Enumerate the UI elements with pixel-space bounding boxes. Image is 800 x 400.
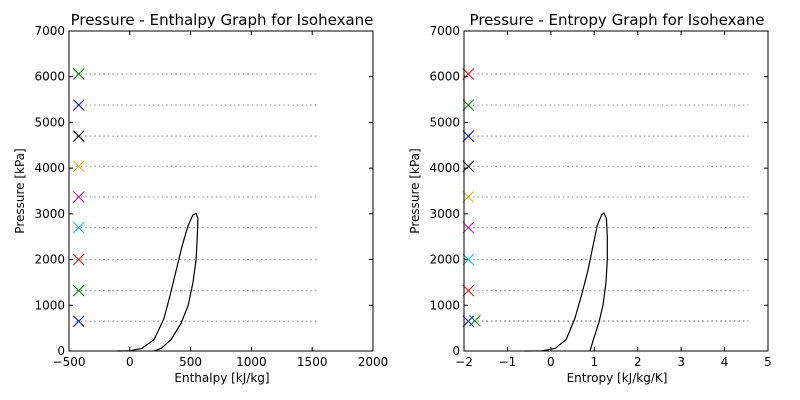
isobar-marker xyxy=(462,284,475,297)
x-tick-label: 3 xyxy=(677,355,685,369)
axes-frame xyxy=(463,30,769,352)
y-ticks: 0 1000 2000 3000 4000 5000 6000 7000 xyxy=(429,24,768,358)
x-tick-label: 4 xyxy=(721,355,729,369)
y-tick-label: 6000 xyxy=(429,70,460,84)
isobar-marker xyxy=(72,99,85,111)
isobar-marker xyxy=(72,221,85,234)
y-tick-label: 3000 xyxy=(429,207,460,221)
x-tick-label: 0 xyxy=(126,355,134,369)
x-tick-label: −2 xyxy=(455,355,473,369)
isobar-marker xyxy=(72,253,85,266)
y-tick-label: 3000 xyxy=(34,207,65,221)
isobar-marker xyxy=(462,130,475,142)
saturation-curve xyxy=(524,212,608,352)
x-tick-label: 1 xyxy=(590,355,598,369)
y-tick-label: 4000 xyxy=(429,161,460,175)
isobar-marker xyxy=(462,160,475,173)
x-axis-label: Enthalpy [kJ/kg] xyxy=(174,371,269,385)
x-tick-label: −1 xyxy=(499,355,517,369)
isobar-marker xyxy=(462,99,475,111)
chart-title: Pressure - Entropy Graph for Isohexane xyxy=(470,11,765,29)
isobar-marker xyxy=(72,160,85,173)
y-tick-label: 7000 xyxy=(34,24,65,38)
isobar-marker xyxy=(72,315,85,328)
plot-area xyxy=(462,68,749,352)
y-tick-label: 4000 xyxy=(34,161,65,175)
x-tick-label: 2000 xyxy=(358,355,389,369)
x-tick-label: 500 xyxy=(179,355,202,369)
isobar-marker xyxy=(72,191,85,203)
isobar-marker xyxy=(72,284,85,297)
y-ticks: 0 1000 2000 3000 4000 5000 6000 7000 xyxy=(34,24,373,358)
isobar-marker xyxy=(462,68,475,80)
isobar-marker xyxy=(72,68,85,80)
plot-area xyxy=(72,68,318,352)
y-axis-label: Pressure [kPa] xyxy=(13,148,27,233)
y-tick-label: 1000 xyxy=(429,298,460,312)
isobar-marker xyxy=(462,191,475,203)
saturation-curve xyxy=(117,212,199,352)
chart-title: Pressure - Enthalpy Graph for Isohexane xyxy=(71,11,374,29)
isobar-marker xyxy=(462,221,475,234)
y-tick-label: 5000 xyxy=(34,115,65,129)
axes-frame xyxy=(68,30,374,352)
y-tick-label: 2000 xyxy=(429,253,460,267)
x-ticks: −500 0 500 1000 1500 2000 xyxy=(53,31,389,369)
y-tick-label: 6000 xyxy=(34,70,65,84)
x-tick-label: 1000 xyxy=(236,355,267,369)
y-tick-label: 0 xyxy=(452,344,460,358)
isobar-marker xyxy=(469,314,481,327)
x-tick-label: 0 xyxy=(547,355,555,369)
x-tick-label: −500 xyxy=(53,355,86,369)
x-tick-label: 2 xyxy=(634,355,642,369)
x-ticks: −2 −1 0 1 2 3 4 5 xyxy=(455,31,772,369)
y-tick-label: 2000 xyxy=(34,253,65,267)
y-tick-label: 5000 xyxy=(429,115,460,129)
y-axis-label: Pressure [kPa] xyxy=(408,148,422,233)
pressure-entropy-chart: Pressure - Entropy Graph for Isohexane E… xyxy=(408,11,772,385)
y-tick-label: 0 xyxy=(57,344,65,358)
isobar-marker xyxy=(72,130,85,142)
isobar-marker xyxy=(462,253,475,266)
y-tick-label: 7000 xyxy=(429,24,460,38)
x-tick-label: 1500 xyxy=(297,355,328,369)
y-tick-label: 1000 xyxy=(34,298,65,312)
x-axis-label: Entropy [kJ/kg/K] xyxy=(567,371,668,385)
x-tick-label: 5 xyxy=(764,355,772,369)
pressure-enthalpy-chart: Pressure - Enthalpy Graph for Isohexane … xyxy=(13,11,388,385)
